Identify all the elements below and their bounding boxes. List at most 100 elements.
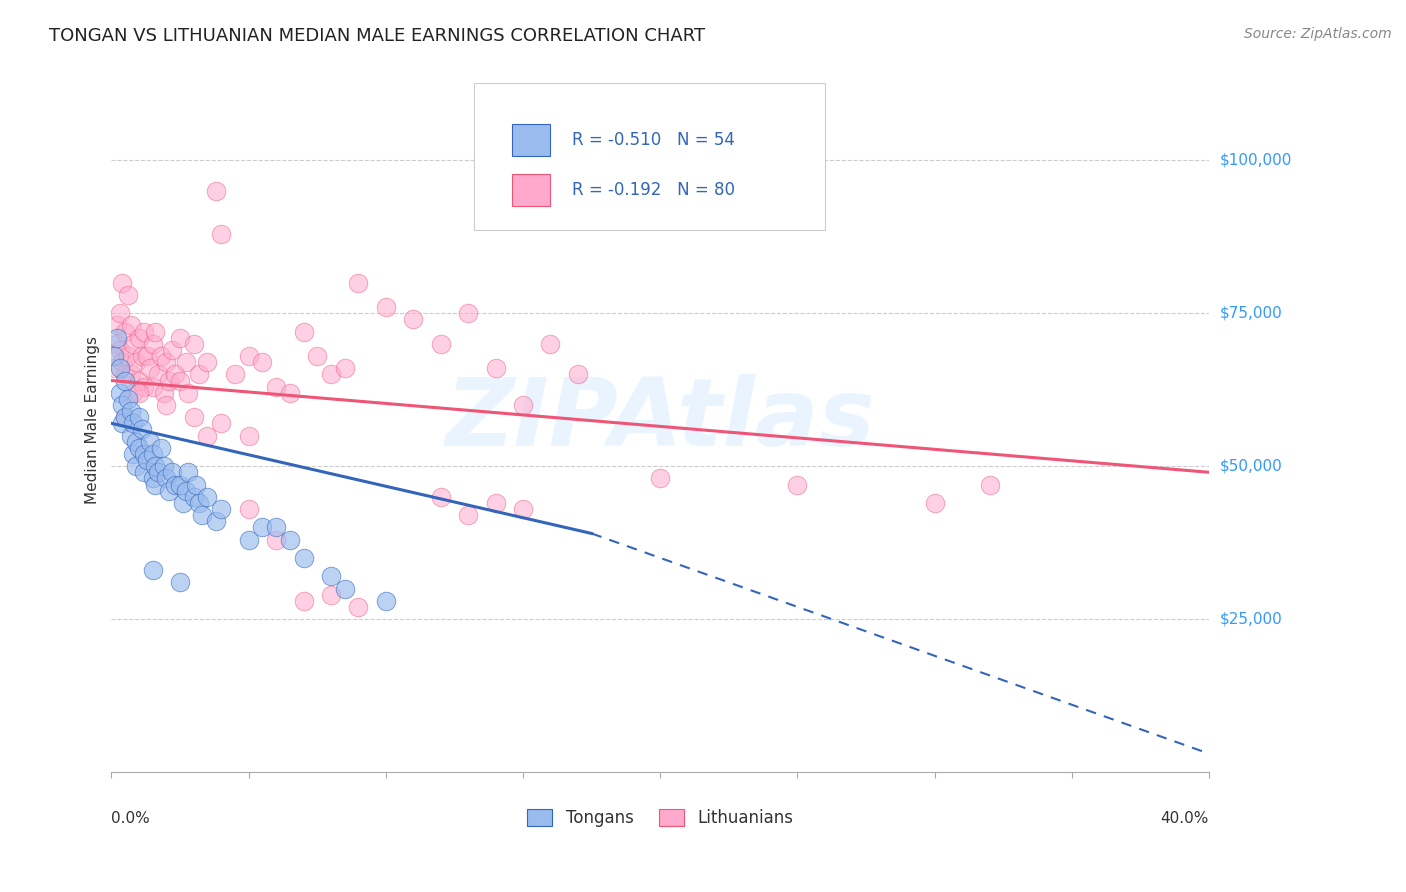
Point [197,428,219,442]
Point [128,374,150,388]
Point [155,398,177,412]
Point [149,349,172,363]
Point [374,300,396,314]
Point [114,368,136,382]
Point [114,325,136,339]
Point [172,496,194,510]
Point [128,331,150,345]
Point [114,410,136,425]
Point [292,325,315,339]
Point [209,417,232,431]
Text: 40.0%: 40.0% [1161,811,1209,826]
Text: ZIPAtlas: ZIPAtlas [446,375,875,467]
Point [292,593,315,607]
Point [183,336,205,351]
Point [429,490,451,504]
Legend: Tongans, Lithuanians: Tongans, Lithuanians [520,803,800,834]
Point [163,477,186,491]
Point [457,508,479,522]
Text: R = -0.510   N = 54: R = -0.510 N = 54 [572,131,735,150]
Point [319,588,342,602]
Point [152,459,174,474]
Point [169,331,191,345]
Point [177,385,200,400]
Point [136,453,159,467]
Point [146,465,169,479]
Point [108,361,131,376]
Point [429,336,451,351]
Point [238,428,260,442]
Point [484,361,506,376]
Point [134,465,156,479]
Point [174,355,197,369]
Text: TONGAN VS LITHUANIAN MEDIAN MALE EARNINGS CORRELATION CHART: TONGAN VS LITHUANIAN MEDIAN MALE EARNING… [49,27,706,45]
Point [111,417,134,431]
Point [238,502,260,516]
Point [252,355,274,369]
Point [120,404,142,418]
Point [540,336,562,351]
Point [512,398,534,412]
Point [139,361,162,376]
Point [264,379,287,393]
Point [238,349,260,363]
Point [484,496,506,510]
Point [457,306,479,320]
Text: $75,000: $75,000 [1220,306,1282,321]
Point [238,533,260,547]
Point [186,477,208,491]
Point [307,349,329,363]
Point [128,441,150,455]
Point [209,227,232,241]
Point [264,533,287,547]
Point [108,385,131,400]
Point [333,361,356,376]
Point [512,502,534,516]
Point [169,374,191,388]
Point [143,477,166,491]
Point [111,276,134,290]
Point [142,379,165,393]
FancyBboxPatch shape [512,174,551,206]
Point [252,520,274,534]
Point [142,563,165,577]
Point [979,477,1001,491]
Point [108,343,131,357]
Point [114,410,136,425]
Point [278,533,301,547]
Point [122,417,145,431]
Text: 0.0%: 0.0% [111,811,150,826]
Point [125,459,148,474]
Y-axis label: Median Male Earnings: Median Male Earnings [86,336,100,504]
Point [155,355,177,369]
Point [120,428,142,442]
Point [567,368,589,382]
Point [114,374,136,388]
Point [146,368,169,382]
Point [924,496,946,510]
Point [103,361,125,376]
Point [204,514,226,528]
Point [105,336,128,351]
Point [111,398,134,412]
Point [347,599,370,614]
Point [191,508,214,522]
Point [157,483,180,498]
Point [142,447,165,461]
Point [333,582,356,596]
Point [117,392,139,406]
Point [134,325,156,339]
Text: $50,000: $50,000 [1220,458,1282,474]
Point [292,550,315,565]
Point [122,447,145,461]
Point [157,374,180,388]
Point [117,288,139,302]
Point [143,459,166,474]
Point [183,410,205,425]
Point [125,355,148,369]
Point [197,490,219,504]
FancyBboxPatch shape [474,83,825,230]
Point [650,471,672,485]
Point [120,368,142,382]
Point [188,496,211,510]
